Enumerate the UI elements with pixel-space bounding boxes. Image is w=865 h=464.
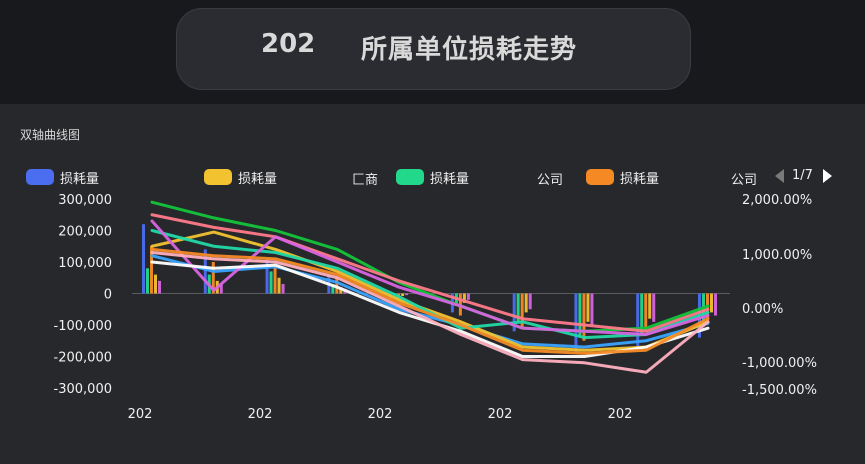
bar: [277, 277, 281, 294]
y-right-tick-label: -1,000.00%: [742, 356, 817, 371]
y-left-tick-label: 300,000: [58, 193, 112, 208]
series-line: [150, 200, 710, 333]
bar: [211, 262, 215, 294]
y-right-tick-label: 2,000.00%: [742, 193, 812, 208]
series-line: [150, 251, 710, 374]
legend-swatch-3: [396, 169, 424, 185]
bar: [269, 271, 273, 294]
bar: [652, 293, 656, 322]
bar: [146, 268, 149, 294]
legend-item-1[interactable]: 损耗量: [26, 166, 99, 188]
y-right-tick-label: 0.00%: [742, 302, 783, 317]
bar: [265, 258, 269, 294]
y-left-tick-label: 0: [104, 288, 112, 303]
bar: [219, 284, 223, 294]
bar: [401, 293, 405, 297]
bar: [578, 293, 582, 338]
title-pill: 202 所属单位损耗走势: [176, 8, 691, 90]
bar: [590, 293, 594, 325]
bar: [648, 293, 652, 319]
y-right-tick-label: 1,000.00%: [742, 248, 812, 263]
prev-page-icon[interactable]: [775, 168, 784, 183]
y-left-tick-label: -100,000: [54, 319, 112, 334]
legend-swatch-1: [26, 169, 54, 185]
chart-legend: 损耗量 损耗量 匚商 损耗量 公司 损耗量 公司 1/7: [0, 166, 865, 190]
x-tick-label: 202: [488, 407, 513, 422]
legend-page-indicator: 1/7: [792, 168, 813, 183]
y-left-tick-label: 200,000: [58, 225, 112, 240]
bar: [582, 293, 586, 341]
legend-item-4[interactable]: 损耗量: [586, 166, 659, 188]
bar: [273, 265, 277, 294]
legend-fragment-1: 匚商: [352, 173, 379, 188]
next-page-icon[interactable]: [822, 168, 832, 183]
series-line: [150, 254, 710, 349]
y-left-tick-label: -200,000: [54, 351, 112, 366]
bar: [462, 293, 466, 303]
legend-item-2[interactable]: 损耗量: [204, 166, 277, 188]
y-right-tick-label: -1,500.00%: [742, 383, 817, 398]
bar: [281, 284, 285, 294]
bar: [154, 274, 157, 294]
page-title: 所属单位损耗走势: [361, 35, 578, 65]
bar: [405, 293, 409, 296]
series-line: [150, 213, 710, 333]
bar: [150, 246, 153, 294]
bar: [339, 287, 343, 294]
y-left-tick-label: 100,000: [58, 256, 112, 271]
legend-label-4: 损耗量: [620, 171, 660, 187]
bar: [142, 224, 145, 294]
legend-swatch-2: [204, 169, 232, 185]
bar: [331, 284, 335, 294]
x-tick-label: 202: [128, 407, 153, 422]
bar: [466, 293, 470, 300]
legend-label-3: 损耗量: [430, 171, 470, 187]
bar: [520, 293, 524, 329]
header-band: 202 所属单位损耗走势: [0, 0, 865, 104]
chart-type-label: 双轴曲线图: [20, 128, 81, 142]
bar: [524, 293, 528, 313]
bar: [528, 293, 532, 310]
title-year: 202: [261, 29, 316, 59]
legend-label-1: 损耗量: [60, 171, 100, 187]
bar: [644, 293, 648, 332]
legend-pager: 1/7: [775, 168, 832, 183]
series-line: [150, 219, 710, 336]
bar: [158, 280, 161, 294]
x-tick-label: 202: [248, 407, 273, 422]
series-line: [150, 247, 710, 355]
legend-swatch-4: [586, 169, 614, 185]
bar: [586, 293, 590, 322]
bar: [710, 293, 713, 313]
legend-fragment-3: 公司: [731, 173, 758, 188]
x-tick-label: 202: [368, 407, 393, 422]
bar: [714, 293, 717, 316]
y-left-tick-label: -300,000: [54, 382, 112, 397]
bar: [516, 293, 520, 322]
bar: [636, 293, 640, 351]
bar: [512, 293, 516, 332]
legend-fragment-2: 公司: [537, 173, 564, 188]
bar: [640, 293, 644, 335]
legend-label-2: 损耗量: [238, 171, 278, 187]
bar: [203, 249, 207, 294]
legend-item-3[interactable]: 损耗量: [396, 166, 469, 188]
x-tick-label: 202: [608, 407, 633, 422]
